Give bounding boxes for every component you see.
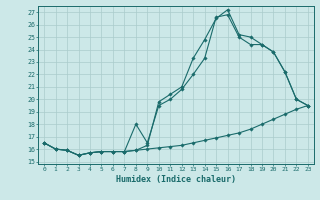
X-axis label: Humidex (Indice chaleur): Humidex (Indice chaleur) [116,175,236,184]
